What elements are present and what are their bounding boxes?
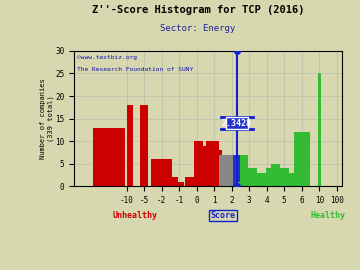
Bar (291, 173, 299, 186)
Bar (213, 150, 222, 186)
Bar (245, 173, 254, 186)
Bar (275, 173, 283, 186)
Bar (199, 150, 208, 186)
Bar (170, 177, 178, 186)
Bar (254, 173, 262, 186)
Bar (194, 141, 203, 186)
Bar (257, 177, 266, 186)
Bar (318, 73, 321, 186)
Bar (262, 173, 271, 186)
Bar (248, 168, 257, 186)
Bar (203, 146, 212, 186)
Bar (185, 177, 194, 186)
Bar (294, 132, 310, 186)
Bar (93, 128, 125, 186)
Bar (219, 155, 228, 186)
Bar (210, 141, 219, 186)
Bar (127, 105, 133, 186)
Text: Score: Score (211, 211, 235, 220)
Bar (236, 182, 245, 186)
Bar (240, 155, 248, 186)
Bar (226, 155, 234, 186)
Bar (229, 155, 238, 186)
Bar (280, 168, 289, 186)
Y-axis label: Number of companies
(339 total): Number of companies (339 total) (40, 78, 54, 159)
Text: The Research Foundation of SUNY: The Research Foundation of SUNY (77, 67, 193, 72)
Text: Z''-Score Histogram for TCP (2016): Z''-Score Histogram for TCP (2016) (92, 5, 304, 15)
Bar (233, 155, 241, 186)
Bar (151, 159, 172, 186)
Bar (175, 182, 184, 186)
Text: ©www.textbiz.org: ©www.textbiz.org (77, 55, 137, 60)
FancyBboxPatch shape (226, 117, 248, 129)
Text: Healthy: Healthy (311, 211, 346, 220)
Text: 2.3428: 2.3428 (222, 119, 252, 128)
Bar (285, 173, 294, 186)
Text: Sector: Energy: Sector: Energy (160, 24, 236, 33)
Bar (266, 168, 275, 186)
Bar (222, 159, 231, 186)
Text: Unhealthy: Unhealthy (113, 211, 158, 220)
Bar (140, 105, 148, 186)
Bar (206, 141, 215, 186)
Bar (271, 164, 280, 186)
